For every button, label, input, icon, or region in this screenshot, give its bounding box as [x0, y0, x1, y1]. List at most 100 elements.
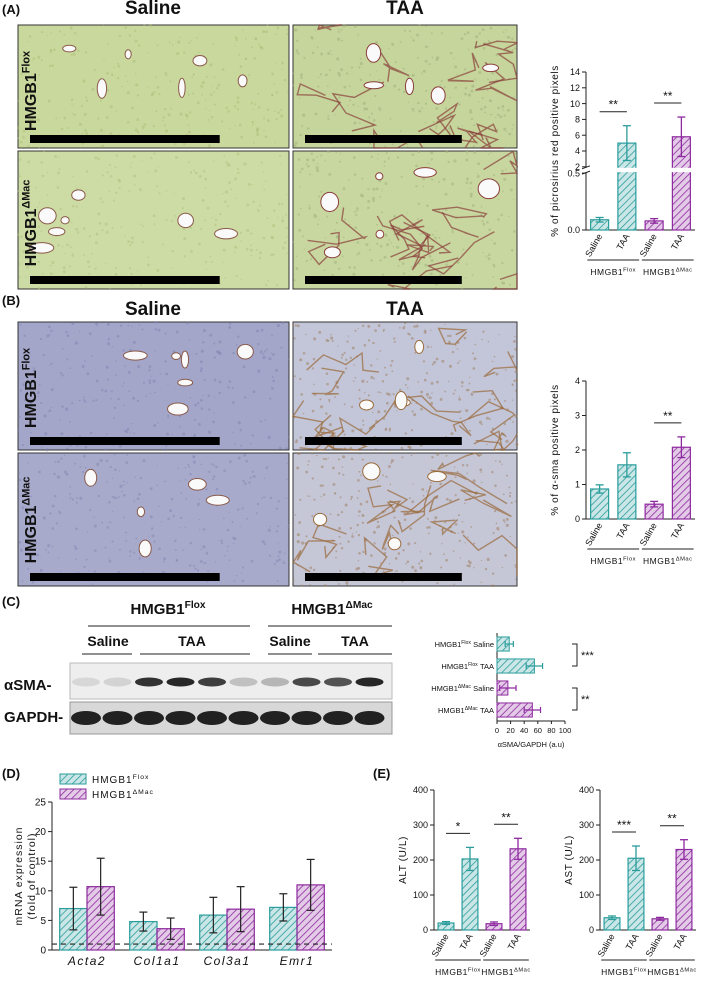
micrograph — [292, 24, 518, 149]
texture — [142, 459, 146, 463]
texture — [501, 281, 504, 284]
texture — [196, 502, 200, 506]
x-tick-label: Saline — [583, 521, 604, 548]
texture — [69, 497, 72, 500]
texture — [402, 67, 405, 70]
texture — [381, 273, 385, 276]
texture — [389, 483, 392, 486]
label-base: HMGB1 — [438, 706, 465, 715]
texture — [466, 472, 468, 475]
texture — [288, 524, 290, 526]
texture — [377, 324, 381, 328]
texture — [345, 581, 349, 585]
texture — [465, 158, 469, 162]
texture — [310, 152, 314, 156]
texture — [90, 252, 93, 255]
vessel — [177, 212, 194, 229]
texture — [114, 468, 117, 472]
texture — [476, 174, 480, 178]
texture — [414, 542, 417, 545]
texture — [268, 357, 272, 361]
texture — [132, 396, 136, 400]
texture — [172, 514, 175, 518]
texture — [51, 504, 55, 508]
texture — [37, 395, 39, 398]
texture — [372, 199, 375, 203]
texture — [202, 341, 205, 344]
texture — [332, 466, 335, 470]
texture — [202, 545, 206, 549]
texture — [411, 565, 415, 569]
texture — [312, 568, 316, 572]
texture — [420, 407, 423, 411]
texture — [184, 526, 187, 529]
texture — [241, 566, 245, 569]
texture — [75, 501, 78, 504]
texture — [138, 323, 141, 326]
texture — [254, 38, 257, 41]
texture — [164, 129, 168, 133]
blot-condition: TAA — [341, 633, 369, 649]
panel-label: (E) — [373, 766, 390, 781]
texture — [100, 388, 104, 392]
texture — [266, 108, 270, 111]
texture — [449, 334, 452, 338]
texture — [120, 226, 123, 229]
texture — [116, 334, 120, 338]
fibrosis — [492, 272, 518, 290]
texture — [361, 177, 364, 180]
texture — [177, 40, 181, 44]
texture — [99, 99, 102, 102]
texture — [313, 383, 315, 386]
texture — [355, 531, 357, 533]
texture — [86, 260, 90, 264]
texture — [372, 411, 374, 414]
texture — [73, 545, 76, 548]
vessel — [375, 172, 384, 181]
texture — [504, 168, 507, 171]
texture — [312, 357, 316, 361]
texture — [251, 120, 255, 124]
texture — [275, 91, 279, 94]
texture — [353, 266, 356, 269]
texture — [233, 543, 235, 545]
x-tick-label: Saline — [596, 932, 617, 959]
texture — [427, 532, 430, 535]
panel-label: (C) — [2, 594, 20, 609]
texture — [465, 181, 469, 185]
texture — [463, 68, 467, 71]
fibrosis — [483, 351, 518, 378]
texture — [294, 514, 297, 516]
texture — [49, 48, 52, 51]
texture — [135, 537, 138, 540]
texture — [196, 569, 200, 572]
texture — [338, 30, 341, 33]
texture — [16, 126, 20, 130]
texture — [372, 187, 376, 191]
fibrosis — [386, 489, 409, 511]
texture — [412, 483, 414, 485]
texture — [320, 190, 323, 193]
texture — [111, 346, 114, 348]
texture — [209, 110, 211, 112]
texture — [488, 228, 492, 232]
texture — [483, 90, 485, 92]
texture — [106, 481, 108, 483]
texture — [179, 415, 182, 418]
texture — [445, 454, 448, 457]
texture — [178, 527, 181, 529]
texture — [130, 241, 134, 244]
texture — [444, 192, 448, 196]
texture — [161, 243, 164, 246]
y-tick-label: 200 — [413, 855, 428, 865]
texture — [430, 401, 434, 405]
texture — [484, 567, 488, 571]
texture — [111, 73, 113, 75]
texture — [452, 392, 455, 395]
texture — [235, 274, 238, 277]
texture — [407, 542, 411, 546]
texture — [124, 75, 127, 77]
texture — [296, 466, 300, 470]
texture — [470, 118, 473, 121]
texture — [497, 218, 500, 221]
